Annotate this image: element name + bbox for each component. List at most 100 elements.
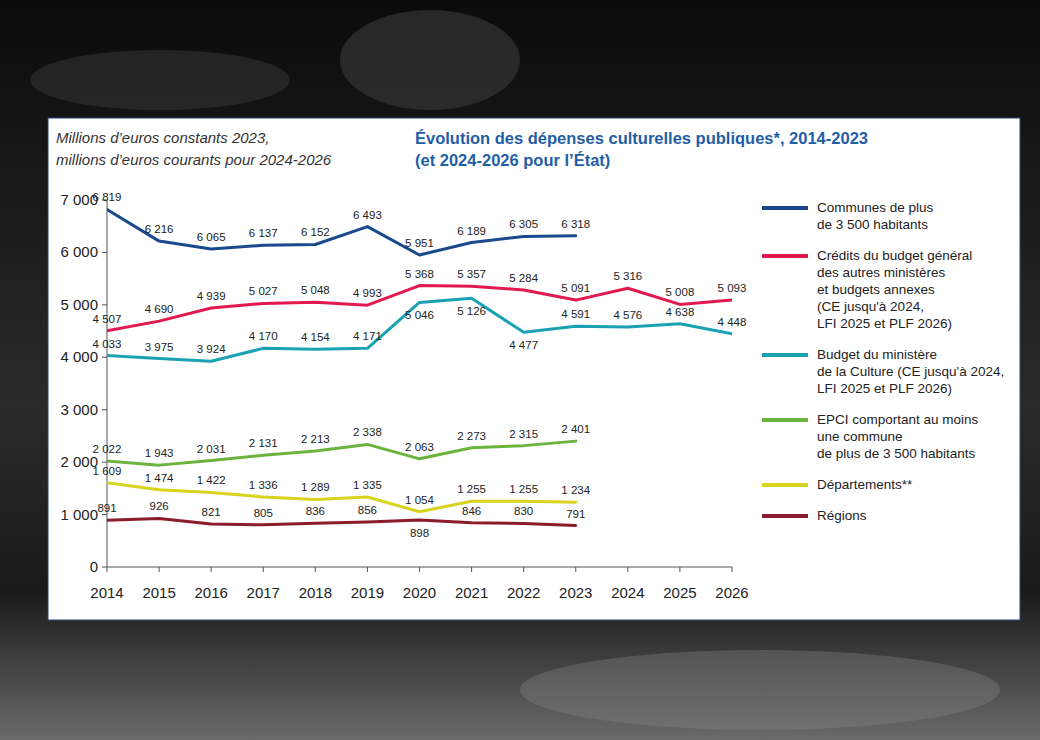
- legend-label-line: Régions: [817, 508, 867, 523]
- title-line: Évolution des dépenses culturelles publi…: [415, 129, 868, 147]
- x-tick-label: 2020: [403, 584, 436, 601]
- title-line: (et 2024-2026 pour l’État): [415, 151, 610, 169]
- x-tick-label: 2019: [351, 584, 384, 601]
- data-label: 4 448: [718, 316, 747, 328]
- data-label: 3 924: [197, 343, 226, 355]
- chart-root: Millions d’euros constants 2023,millions…: [0, 0, 1040, 740]
- x-tick-label: 2018: [299, 584, 332, 601]
- series-line: [107, 298, 732, 361]
- background-shape: [340, 10, 520, 110]
- legend-swatch: [762, 353, 808, 357]
- series-line: [107, 483, 576, 512]
- data-label: 4 576: [613, 309, 642, 321]
- legend-label-line: Communes de plus: [817, 200, 934, 215]
- data-label: 5 951: [405, 237, 434, 249]
- x-tick: [211, 567, 212, 572]
- data-label: 836: [306, 505, 325, 517]
- data-label: 3 975: [145, 341, 174, 353]
- legend-label-line: Départements**: [817, 477, 913, 492]
- x-tick-label: 2021: [455, 584, 488, 601]
- data-label: 4 638: [666, 306, 695, 318]
- legend: Communes de plus de 3 500 habitants Crédit…: [762, 200, 1004, 523]
- x-tick-label: 2023: [559, 584, 592, 601]
- legend-label: Budget du ministèrede la Culture (CE jus…: [817, 347, 1004, 396]
- legend-label: Communes de plus de 3 500 habitants: [817, 200, 934, 232]
- data-label: 5 046: [405, 309, 434, 321]
- x-tick-label: 2014: [90, 584, 123, 601]
- data-label: 2 131: [249, 437, 278, 449]
- legend-label: Régions: [817, 508, 867, 523]
- data-label: 5 008: [666, 286, 695, 298]
- data-label: 1 234: [561, 484, 590, 496]
- data-label: 926: [149, 500, 168, 512]
- data-label: 2 401: [561, 423, 590, 435]
- x-tick-label: 2017: [247, 584, 280, 601]
- x-tick-label: 2022: [507, 584, 540, 601]
- data-label: 791: [566, 508, 585, 520]
- data-label: 6 152: [301, 226, 330, 238]
- data-label: 830: [514, 505, 533, 517]
- data-label: 5 027: [249, 285, 278, 297]
- data-label: 6 819: [93, 191, 122, 203]
- data-label: 846: [462, 505, 481, 517]
- legend-swatch: [762, 514, 808, 518]
- data-label: 856: [358, 504, 377, 516]
- series-lines: [107, 209, 732, 525]
- y-tick: [102, 304, 107, 305]
- legend-label-line: (CE jusqu'à 2024,: [817, 299, 924, 314]
- data-label: 4 690: [145, 303, 174, 315]
- data-label: 6 065: [197, 231, 226, 243]
- data-label: 805: [254, 507, 273, 519]
- x-tick: [107, 567, 108, 572]
- legend-label-line: et budgets annexes: [817, 282, 935, 297]
- y-tick-label: 1 000: [60, 506, 98, 523]
- legend-swatch: [762, 483, 808, 487]
- series-line: [107, 441, 576, 465]
- legend-label-line: des autres ministères: [817, 265, 946, 280]
- data-label: 6 137: [249, 227, 278, 239]
- x-tick: [367, 567, 368, 572]
- legend-label: Départements**: [817, 477, 913, 492]
- x-tick: [315, 567, 316, 572]
- data-label: 4 171: [353, 330, 382, 342]
- data-label: 1 255: [509, 483, 538, 495]
- legend-swatch: [762, 254, 808, 258]
- subtitle: Millions d’euros constants 2023,millions…: [56, 129, 332, 168]
- legend-label-line: de 3 500 habitants: [817, 217, 928, 232]
- legend-label-line: Crédits du budget général: [817, 248, 972, 263]
- data-label: 2 022: [93, 443, 122, 455]
- x-tick: [732, 567, 733, 572]
- data-label: 4 477: [509, 339, 538, 351]
- data-labels: 6 8196 2166 0656 1376 1526 4935 9516 189…: [93, 191, 747, 538]
- data-label: 1 255: [457, 483, 486, 495]
- legend-label-line: LFI 2025 et PLF 2026): [817, 316, 952, 331]
- legend-label-line: LFI 2025 et PLF 2026): [817, 381, 952, 396]
- chart-panel: [48, 118, 1020, 620]
- series-line: [107, 286, 732, 331]
- y-tick-label: 3 000: [60, 401, 98, 418]
- data-label: 4 591: [561, 308, 590, 320]
- x-tick-label: 2025: [663, 584, 696, 601]
- y-tick-label: 0: [90, 558, 98, 575]
- y-tick-label: 6 000: [60, 243, 98, 260]
- data-label: 1 474: [145, 472, 174, 484]
- x-tick: [523, 567, 524, 572]
- y-tick: [102, 357, 107, 358]
- x-tick: [627, 567, 628, 572]
- data-label: 2 273: [457, 430, 486, 442]
- data-label: 4 170: [249, 330, 278, 342]
- legend-swatch: [762, 206, 808, 210]
- legend-label: EPCI comportant au moinsune communede pl…: [817, 412, 979, 461]
- y-tick: [102, 567, 107, 568]
- subtitle-line: millions d’euros courants pour 2024-2026: [56, 151, 332, 168]
- y-tick: [102, 409, 107, 410]
- y-tick-label: 4 000: [60, 348, 98, 365]
- x-tick-label: 2026: [715, 584, 748, 601]
- series-line: [107, 209, 576, 255]
- legend-label-line: une commune: [817, 429, 903, 444]
- data-label: 5 126: [457, 305, 486, 317]
- data-label: 2 031: [197, 443, 226, 455]
- data-label: 1 054: [405, 494, 434, 506]
- data-label: 6 189: [457, 225, 486, 237]
- legend-swatch: [762, 418, 808, 422]
